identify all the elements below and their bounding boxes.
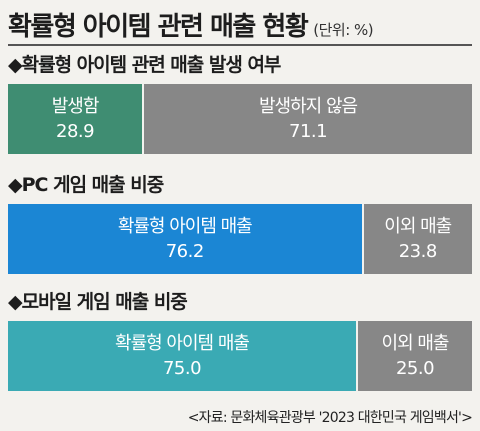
segment-value: 76.2 [165, 241, 205, 262]
section-title: ◆PC 게임 매출 비중 [8, 174, 164, 196]
segment-value: 25.0 [395, 358, 435, 379]
segment-value: 28.9 [56, 121, 95, 142]
segment-value: 71.1 [289, 121, 328, 142]
segment-value: 23.8 [398, 241, 438, 262]
bar-segment: 확률형 아이템 매출 75.0 [8, 321, 356, 391]
segment-label: 확률형 아이템 매출 [115, 333, 250, 354]
section-revenue-occurrence: ◆확률형 아이템 관련 매출 발생 여부 발생함 28.9 발생하지 않음 71.1 [8, 52, 472, 154]
bar-segment: 발생하지 않음 71.1 [142, 84, 472, 154]
segment-label: 발생함 [51, 96, 100, 117]
stacked-bar: 확률형 아이템 매출 76.2 이외 매출 23.8 [8, 204, 472, 274]
source-note: <자료: 문화체육관광부 '2023 대한민국 게임백서'> [187, 410, 473, 426]
title-divider [8, 44, 472, 46]
chart-title: 확률형 아이템 관련 매출 현황 [8, 12, 309, 42]
segment-value: 75.0 [162, 358, 202, 379]
segment-label: 확률형 아이템 매출 [117, 216, 253, 237]
segment-label: 이외 매출 [384, 216, 452, 237]
stacked-bar: 발생함 28.9 발생하지 않음 71.1 [8, 84, 472, 154]
header: 확률형 아이템 관련 매출 현황 (단위: %) [8, 6, 472, 42]
bar-segment: 이외 매출 23.8 [361, 204, 472, 274]
bar-segment: 확률형 아이템 매출 76.2 [8, 204, 362, 274]
section-title: ◆모바일 게임 매출 비중 [8, 291, 188, 313]
segment-label: 이외 매출 [381, 333, 450, 354]
section-pc-game-share: ◆PC 게임 매출 비중 확률형 아이템 매출 76.2 이외 매출 23.8 [8, 172, 472, 274]
segment-label: 발생하지 않음 [258, 96, 358, 117]
section-title: ◆확률형 아이템 관련 매출 발생 여부 [8, 54, 281, 76]
unit-label: (단위: %) [313, 21, 374, 39]
bar-segment: 이외 매출 25.0 [356, 321, 472, 391]
section-mobile-game-share: ◆모바일 게임 매출 비중 확률형 아이템 매출 75.0 이외 매출 25.0 [8, 289, 472, 391]
stacked-bar: 확률형 아이템 매출 75.0 이외 매출 25.0 [8, 321, 472, 391]
bar-segment: 발생함 28.9 [8, 84, 143, 154]
